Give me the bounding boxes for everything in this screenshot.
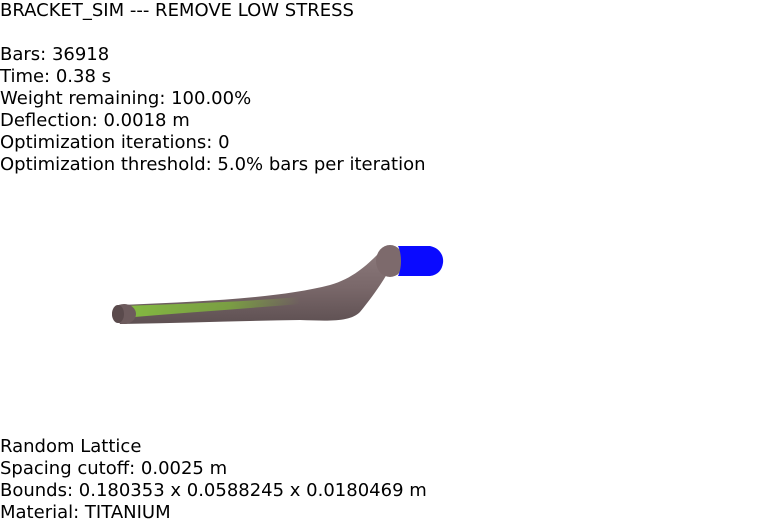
lattice-type: Random Lattice (0, 436, 142, 457)
low-stress-region (122, 297, 300, 318)
bars-count: Bars: 36918 (0, 44, 110, 65)
bracket-right-hub (376, 245, 404, 277)
bracket-model[interactable] (112, 245, 444, 324)
material-name: Material: TITANIUM (0, 502, 171, 523)
elapsed-time: Time: 0.38 s (0, 66, 112, 87)
optimization-iterations: Optimization iterations: 0 (0, 132, 230, 153)
fixed-end-constraint (398, 246, 444, 276)
model-bounds: Bounds: 0.180353 x 0.0588245 x 0.0180469… (0, 480, 427, 501)
deflection-value: Deflection: 0.0018 m (0, 110, 190, 131)
spacing-cutoff: Spacing cutoff: 0.0025 m (0, 458, 228, 479)
sim-title: BRACKET_SIM --- REMOVE LOW STRESS (0, 0, 354, 21)
optimization-threshold: Optimization threshold: 5.0% bars per it… (0, 154, 426, 175)
weight-remaining: Weight remaining: 100.00% (0, 88, 252, 109)
